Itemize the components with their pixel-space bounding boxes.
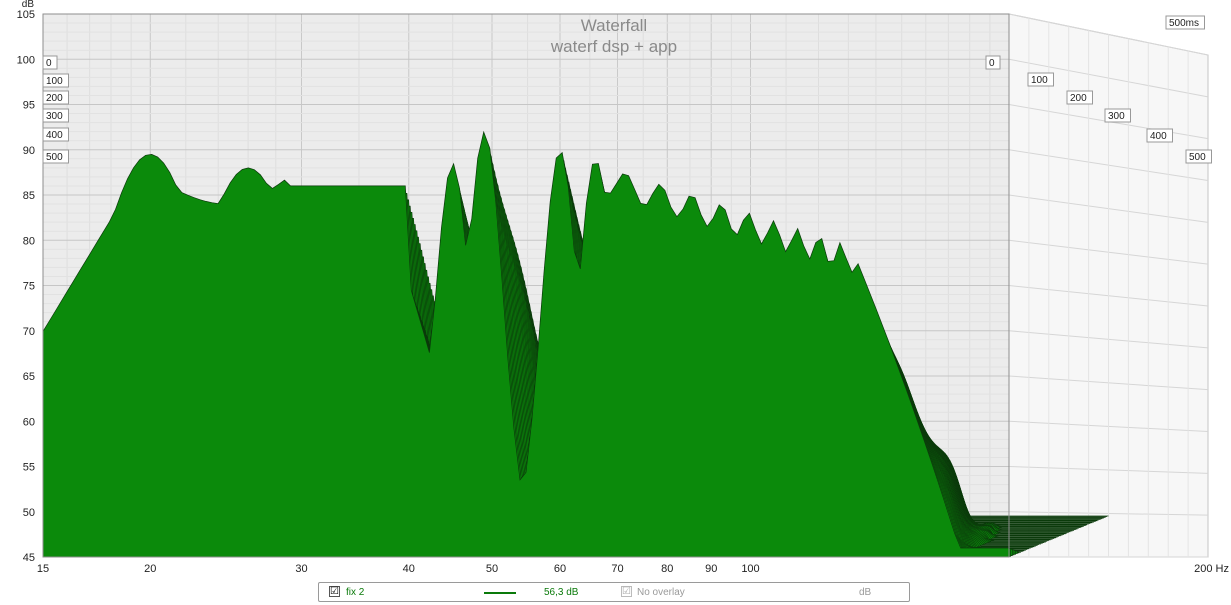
time-label-left-box <box>42 73 69 88</box>
series-value: 56,3 dB <box>544 587 579 598</box>
x-tick-label: 90 <box>705 563 717 575</box>
y-tick-label: 70 <box>23 326 35 338</box>
time-label-right: 200 <box>1070 93 1087 104</box>
time-label-right-box <box>985 55 1001 70</box>
time-label-left: 100 <box>46 76 63 87</box>
y-tick-label: 50 <box>23 507 35 519</box>
legend-bar: ☑ fix 2 56,3 dB ☑ No overlay dB <box>318 582 910 602</box>
y-tick-label: 100 <box>17 54 35 66</box>
y-tick-label: 45 <box>23 552 35 564</box>
y-tick-label: 95 <box>23 100 35 112</box>
series-line-swatch <box>484 592 516 594</box>
time-label-right-box <box>1146 128 1173 143</box>
x-tick-label: 20 <box>144 563 156 575</box>
time-label-right: 100 <box>1031 75 1048 86</box>
chart-title: Waterfall <box>581 16 647 35</box>
time-label-right: 300 <box>1108 111 1125 122</box>
waterfall-chart: Waterfall waterf dsp + app dB 45 50 55 60 65 70 7… <box>17 0 1229 575</box>
time-label-left: 300 <box>46 111 63 122</box>
x-tick-label: 30 <box>295 563 307 575</box>
time-label-right: 0 <box>989 58 995 69</box>
time-max-label: 500ms <box>1169 18 1199 29</box>
time-label-left-box <box>42 55 58 70</box>
y-tick-label: 75 <box>23 281 35 293</box>
time-label-right-box <box>1185 149 1212 164</box>
x-tick-label: 100 <box>741 563 759 575</box>
y-tick-label: 85 <box>23 190 35 202</box>
unit-label: dB <box>859 587 872 598</box>
time-label-left: 400 <box>46 130 63 141</box>
y-tick-label: 90 <box>23 145 35 157</box>
y-tick-label: 105 <box>17 9 35 21</box>
time-label-left: 500 <box>46 152 63 163</box>
x-tick-label: 40 <box>403 563 415 575</box>
x-axis-unit: 200 Hz <box>1194 563 1229 575</box>
overlay-checkbox[interactable]: ☑ <box>621 586 632 597</box>
series-name: fix 2 <box>346 587 365 598</box>
time-label-right: 500 <box>1189 152 1206 163</box>
overlay-label: No overlay <box>637 587 685 598</box>
time-label-right-box <box>1104 108 1131 123</box>
time-label-right-box <box>1027 72 1054 87</box>
y-tick-label: 80 <box>23 235 35 247</box>
time-label-left: 200 <box>46 93 63 104</box>
waterfall-slice <box>42 130 1010 558</box>
time-max-label-box <box>1165 15 1205 30</box>
series-checkbox[interactable]: ☑ <box>329 586 340 597</box>
y-tick-label: 55 <box>23 462 35 474</box>
x-tick-label: 50 <box>486 563 498 575</box>
waterfall-surface <box>42 130 1109 558</box>
x-tick-label: 60 <box>554 563 566 575</box>
time-label-right: 400 <box>1150 131 1167 142</box>
chart-subtitle: waterf dsp + app <box>550 37 677 56</box>
time-label-right-box <box>1066 90 1093 105</box>
time-label-left-box <box>42 127 69 142</box>
x-tick-label: 70 <box>611 563 623 575</box>
time-label-left-box <box>42 108 69 123</box>
y-tick-label: 65 <box>23 371 35 383</box>
y-axis-label: dB <box>22 0 35 10</box>
time-label-left: 0 <box>46 58 52 69</box>
y-tick-label: 60 <box>23 416 35 428</box>
time-label-left-box <box>42 90 69 105</box>
time-label-left-box <box>42 149 69 164</box>
x-tick-label: 80 <box>661 563 673 575</box>
x-tick-label: 15 <box>37 563 49 575</box>
plot-frame <box>42 13 1010 558</box>
